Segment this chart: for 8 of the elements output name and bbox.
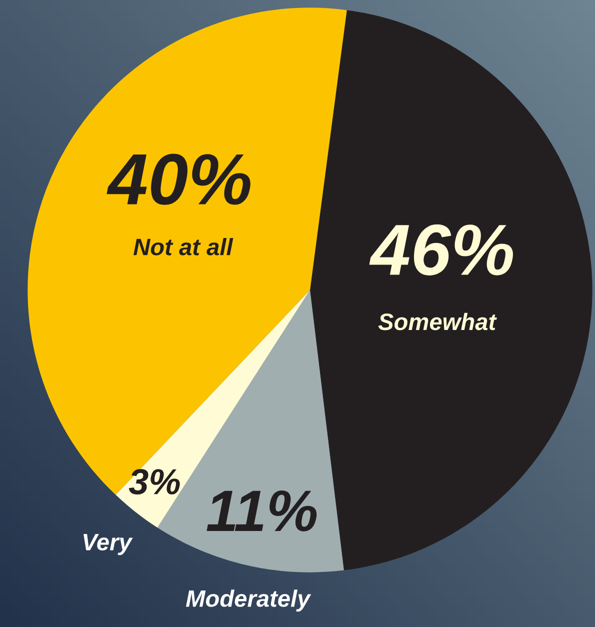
- slice-label: Very: [84, 534, 133, 556]
- data-label: 11%: [206, 490, 317, 532]
- data-label: 40%: [106, 154, 250, 205]
- slice-label: Somewhat: [378, 312, 497, 330]
- data-label: 3%: [128, 468, 180, 495]
- slice-label: Moderately: [186, 590, 312, 612]
- data-label: 46%: [369, 224, 513, 276]
- slice-label: Not at all: [134, 238, 234, 256]
